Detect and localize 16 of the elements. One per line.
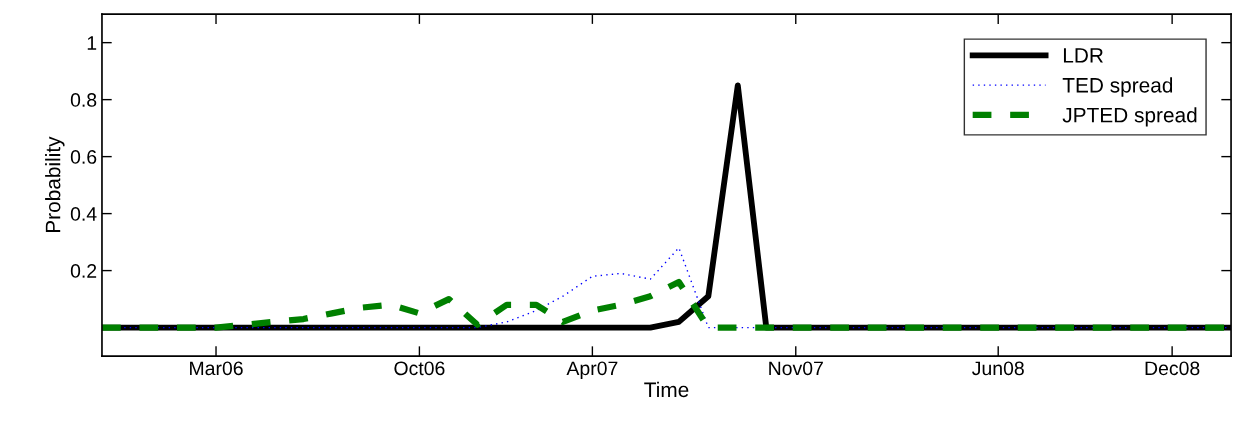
x-tick-label: Oct06: [394, 361, 445, 376]
x-tick-label: Jun08: [972, 361, 1024, 376]
y-tick-label: 0.8: [70, 93, 97, 107]
legend-label: LDR: [1063, 48, 1103, 63]
legend-label: JPTED spread: [1062, 107, 1197, 127]
x-tick-label: Apr07: [566, 361, 618, 380]
y-tick-label: 1: [87, 36, 97, 50]
legend-label: TED spread: [1062, 77, 1173, 97]
y-tick-label: 0.6: [70, 150, 97, 164]
y-tick-label: 0.4: [70, 207, 97, 221]
x-axis-title: Time: [644, 381, 689, 398]
x-tick-label: Mar06: [190, 361, 243, 376]
y-axis-title: Probability: [45, 136, 65, 233]
x-tick-label: Nov07: [769, 361, 823, 376]
x-tick-label: Dec08: [1145, 361, 1200, 376]
y-tick-label: 0.2: [70, 264, 97, 278]
